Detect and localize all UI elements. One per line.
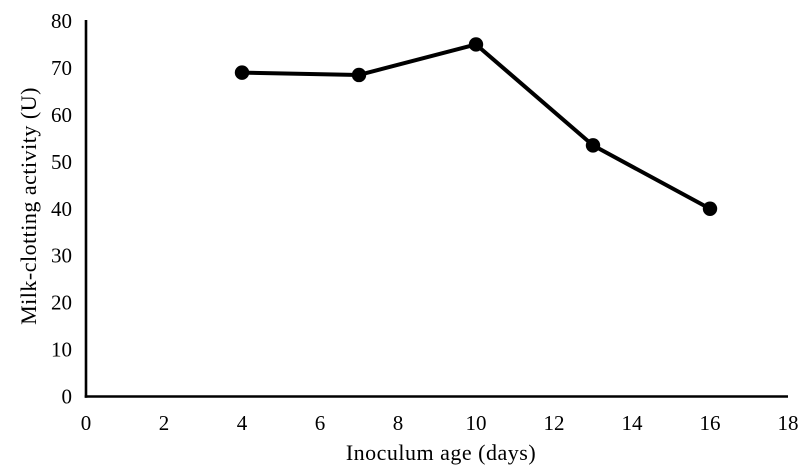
x-axis-tick-labels: 0 2 4 6 8 10 12 14 16 18 xyxy=(81,411,799,435)
y-tick-label: 60 xyxy=(51,103,72,127)
data-point-marker xyxy=(702,201,718,216)
x-tick-label: 14 xyxy=(622,411,644,435)
x-tick-label: 18 xyxy=(778,411,799,435)
y-tick-label: 50 xyxy=(51,150,72,174)
y-axis-title: Milk-clotting activity (U) xyxy=(16,87,41,325)
x-tick-label: 6 xyxy=(315,411,326,435)
x-tick-label: 2 xyxy=(159,411,170,435)
x-tick-label: 16 xyxy=(700,411,721,435)
data-series xyxy=(234,37,718,216)
data-point-marker xyxy=(351,67,367,83)
y-tick-label: 70 xyxy=(51,56,72,80)
y-tick-label: 0 xyxy=(62,385,73,409)
data-point-marker xyxy=(585,138,601,153)
data-point-marker xyxy=(234,65,250,80)
x-tick-label: 12 xyxy=(544,411,565,435)
y-tick-label: 20 xyxy=(51,291,72,315)
y-tick-label: 40 xyxy=(51,197,72,221)
data-series-line xyxy=(240,42,712,211)
x-tick-label: 8 xyxy=(393,411,404,435)
x-tick-label: 4 xyxy=(237,411,248,435)
x-tick-label: 0 xyxy=(81,411,92,435)
y-axis-tick-labels: 0 10 20 30 40 50 60 70 80 xyxy=(51,9,72,409)
y-tick-label: 10 xyxy=(51,338,72,362)
x-axis-title: Inoculum age (days) xyxy=(346,440,536,465)
y-tick-label: 80 xyxy=(51,9,72,33)
data-point-marker xyxy=(468,37,484,52)
y-tick-label: 30 xyxy=(51,244,72,268)
x-tick-label: 10 xyxy=(466,411,487,435)
